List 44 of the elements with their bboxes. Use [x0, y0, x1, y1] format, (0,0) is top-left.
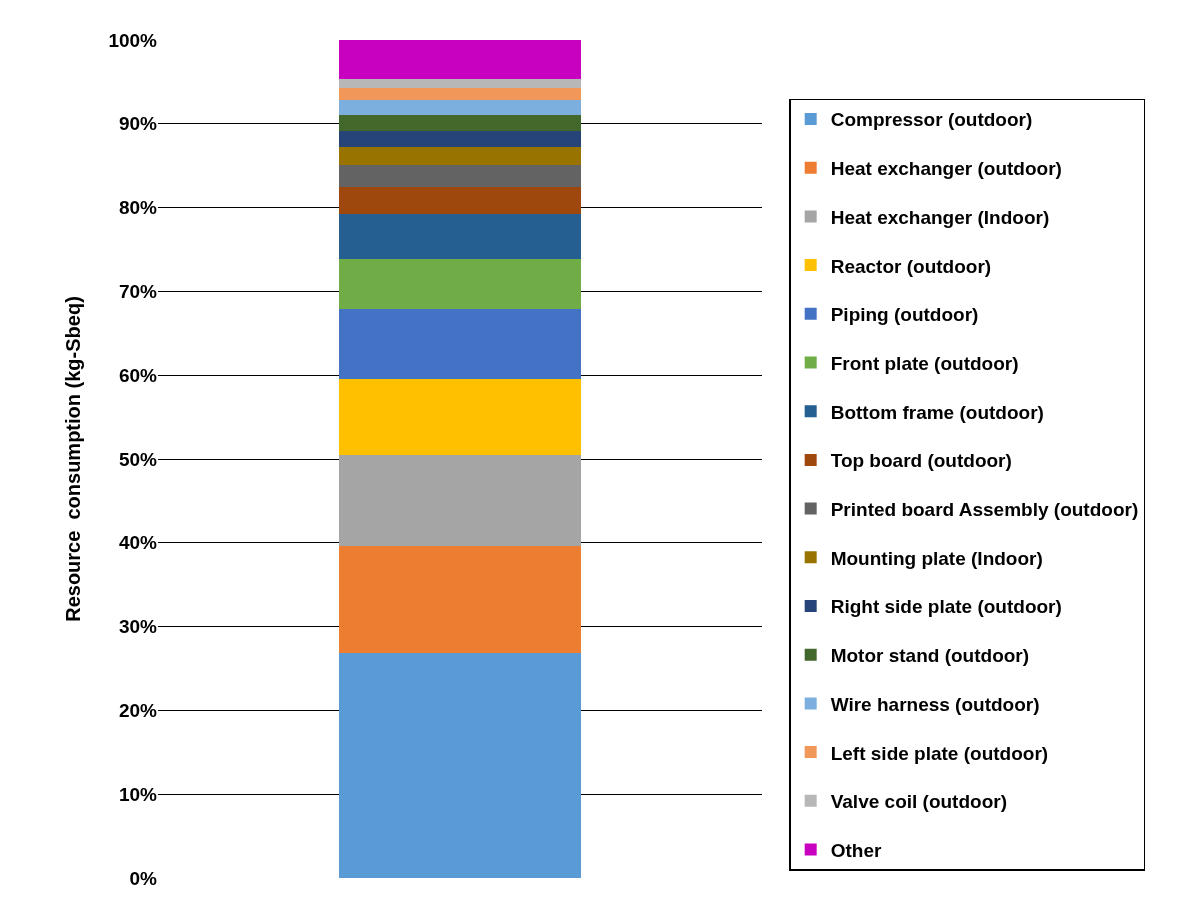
y-tick-label: 50% [118, 448, 158, 470]
bar [339, 130, 581, 148]
legend-label: Front plate (outdoor) [830, 352, 1019, 374]
y-axis-title: Resource consumption (kg-Sbeq) [61, 296, 84, 622]
bar [339, 147, 581, 165]
bar [339, 186, 581, 215]
bar [339, 454, 581, 547]
legend-label: Bottom frame (outdoor) [830, 401, 1044, 423]
y-tick-label: 20% [118, 700, 158, 722]
bar [339, 115, 581, 131]
legend-label: Other [830, 839, 882, 861]
legend-label: Printed board Assembly (outdoor) [830, 499, 1139, 521]
legend-label: Reactor (outdoor) [830, 255, 992, 277]
legend-label: Right side plate (outdoor) [830, 596, 1062, 618]
legend-label: Heat exchanger (outdoor) [830, 158, 1062, 180]
bar [339, 214, 581, 259]
legend-label: Mounting plate (Indoor) [830, 547, 1043, 569]
bar [339, 546, 581, 653]
legend-label: Valve coil (outdoor) [830, 791, 1007, 813]
bar [339, 309, 581, 380]
legend-label: Top board (outdoor) [830, 450, 1012, 472]
y-tick-label: 100% [108, 29, 158, 51]
bar [339, 379, 581, 455]
y-tick-label: 0% [129, 867, 158, 889]
y-tick-label: 70% [118, 281, 158, 303]
bar [339, 164, 581, 187]
bar [339, 258, 581, 309]
y-tick-label: 40% [118, 532, 158, 554]
y-tick-label: 10% [118, 783, 158, 805]
y-tick-label: 80% [118, 197, 158, 219]
legend-label: Motor stand (outdoor) [830, 645, 1030, 667]
legend-label: Heat exchanger (Indoor) [830, 206, 1050, 228]
legend-label: Wire harness (outdoor) [830, 693, 1040, 715]
bar [339, 78, 581, 88]
legend-label: Piping (outdoor) [830, 304, 979, 326]
legend-label: Compressor (outdoor) [830, 109, 1033, 131]
legend-label: Left side plate (outdoor) [830, 742, 1049, 764]
y-tick-label: 90% [118, 113, 158, 135]
bar [339, 87, 581, 101]
y-tick-label: 60% [118, 364, 158, 386]
bar [339, 40, 581, 79]
bar [339, 100, 581, 116]
bar [339, 652, 581, 878]
y-tick-label: 30% [118, 616, 158, 638]
